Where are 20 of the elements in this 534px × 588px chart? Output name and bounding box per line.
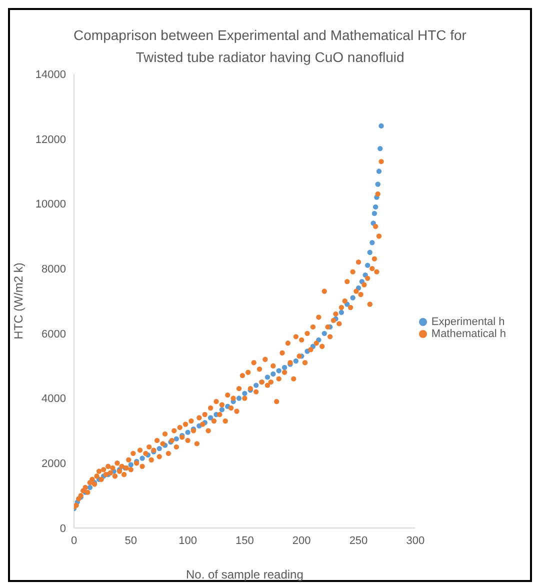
x-tick-label: 100 [178, 534, 197, 547]
x-axis-title: No. of sample reading [186, 568, 304, 582]
x-tick-label: 300 [406, 534, 425, 547]
legend-label: Experimental h [431, 316, 505, 328]
y-tick-label: 14000 [35, 68, 66, 81]
x-tick-label: 50 [124, 534, 138, 547]
y-tick-label: 0 [60, 522, 66, 535]
x-tick-label: 150 [236, 534, 254, 547]
y-tick-label: 6000 [42, 328, 66, 340]
y-tick-label: 10000 [35, 198, 66, 211]
y-axis-title: HTC (W/m2 k) [11, 262, 26, 340]
x-tick-label: 200 [292, 534, 311, 547]
y-tick-label: 8000 [42, 263, 66, 276]
x-tick-label: 0 [70, 534, 78, 547]
y-tick-label: 12000 [35, 134, 66, 146]
y-tick-label: 2000 [42, 458, 66, 470]
legend-label: Mathematical h [431, 328, 506, 340]
x-tick-label: 250 [349, 534, 368, 547]
y-tick-label: 4000 [42, 393, 66, 406]
chart-title: Compaprison between Experimental and Mathematical HTC for Twisted tube radiator having CuO nanofluid [72, 26, 468, 67]
